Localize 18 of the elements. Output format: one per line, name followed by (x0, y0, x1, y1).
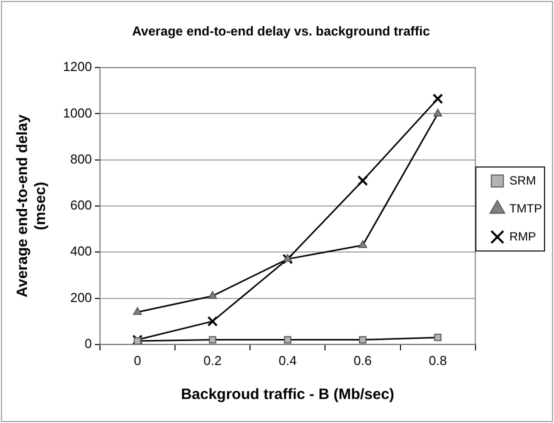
y-tick-label: 600 (70, 198, 92, 213)
y-tick-label: 400 (70, 244, 92, 259)
legend-label: RMP (509, 229, 536, 244)
y-tick-label: 800 (70, 151, 92, 166)
chart-title: Average end-to-end delay vs. background traffic (132, 23, 430, 38)
x-tick-label: 0.6 (354, 352, 372, 368)
legend-label: TMTP (509, 201, 542, 216)
legend-label: SRM (509, 173, 536, 188)
x-tick-label: 0.2 (204, 352, 222, 368)
y-tick-label: 200 (70, 290, 92, 305)
y-tick-label: 0 (84, 336, 92, 351)
x-axis-title: Backgroud traffic - B (Mb/sec) (180, 386, 394, 404)
y-tick-label: 1000 (63, 105, 92, 120)
x-tick-label: 0 (134, 352, 142, 368)
y-axis-title: Average end-to-end delay (msec) (14, 114, 50, 298)
y-tick-label: 1200 (63, 59, 92, 74)
x-tick-label: 0.8 (428, 352, 447, 368)
x-tick-label: 0.4 (278, 352, 297, 368)
